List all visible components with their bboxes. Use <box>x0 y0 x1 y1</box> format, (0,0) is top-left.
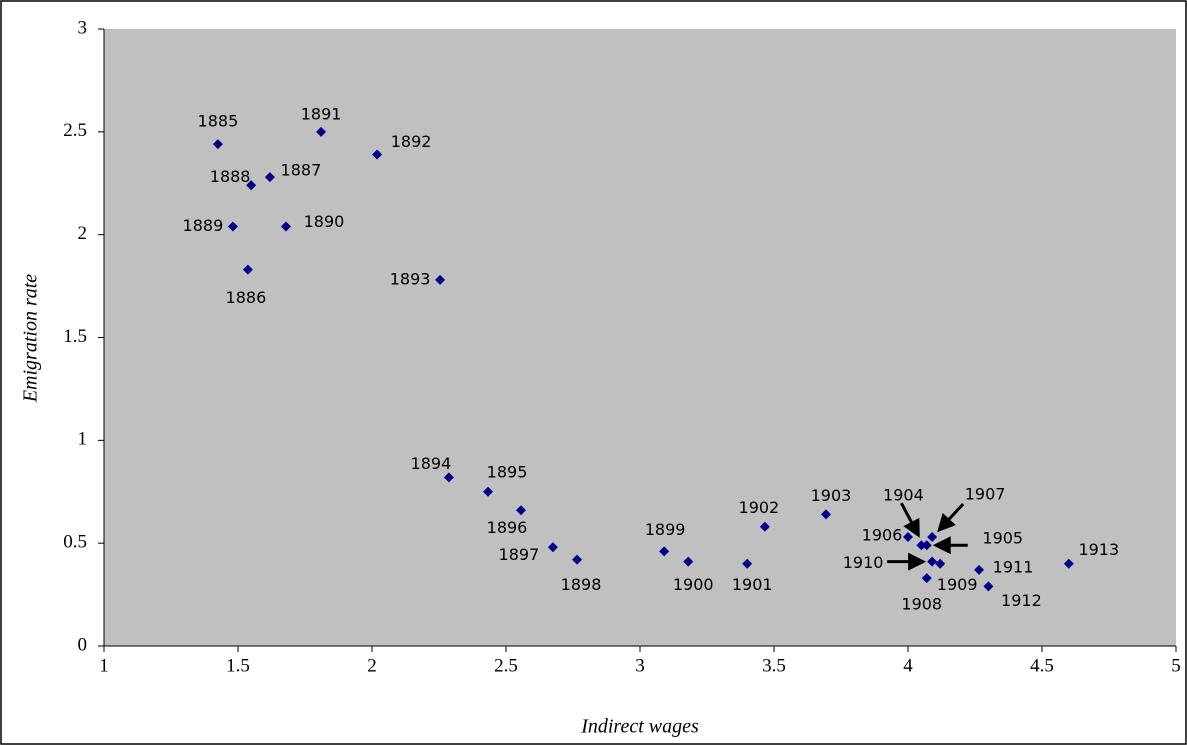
data-label: 1903 <box>811 486 852 505</box>
x-tick-label: 3.5 <box>762 655 786 676</box>
x-tick-label: 1 <box>99 655 109 676</box>
x-tick-label: 5 <box>1171 655 1181 676</box>
y-tick-label: 0 <box>78 634 88 655</box>
point <box>483 486 494 497</box>
point <box>935 558 946 569</box>
arrow <box>900 502 920 538</box>
point <box>516 505 527 516</box>
point <box>742 558 753 569</box>
y-tick-label: 2 <box>78 223 88 244</box>
y-tick-label: 2.5 <box>63 120 87 141</box>
point <box>927 556 938 567</box>
x-tick-label: 4.5 <box>1030 655 1054 676</box>
data-label: 1912 <box>1001 591 1042 610</box>
y-tick-label: 1.5 <box>63 326 87 347</box>
data-label: 1889 <box>183 216 224 235</box>
data-label: 1893 <box>390 269 431 288</box>
data-label: 1910 <box>843 553 884 572</box>
arrow <box>937 502 965 533</box>
point <box>759 521 770 532</box>
data-label: 1905 <box>982 529 1023 548</box>
point <box>927 531 938 542</box>
x-tick-label: 4 <box>903 655 913 676</box>
point <box>983 581 994 592</box>
data-label: 1891 <box>301 104 342 123</box>
x-tick-label: 3 <box>635 655 645 676</box>
data-label: 1896 <box>487 518 528 537</box>
x-tick-label: 2 <box>367 655 377 676</box>
point <box>372 149 383 160</box>
point <box>547 542 558 553</box>
data-label: 1904 <box>883 486 924 505</box>
data-label: 1897 <box>499 545 540 564</box>
point <box>683 556 694 567</box>
point <box>916 540 927 551</box>
point <box>903 531 913 542</box>
data-label: 1909 <box>937 575 978 594</box>
x-axis-title: Indirect wages <box>580 716 699 738</box>
point <box>435 274 446 285</box>
data-label: 1898 <box>561 575 602 594</box>
data-label: 1911 <box>993 557 1034 576</box>
data-label: 1894 <box>411 454 452 473</box>
point <box>280 221 291 232</box>
data-label: 1900 <box>673 575 714 594</box>
data-label: 1890 <box>304 212 345 231</box>
point <box>246 180 257 191</box>
data-label: 1913 <box>1078 540 1119 559</box>
x-tick-label: 2.5 <box>494 655 518 676</box>
plot-area <box>104 29 1176 646</box>
point <box>974 564 985 575</box>
point <box>227 221 238 232</box>
data-label: 1895 <box>487 462 528 481</box>
point <box>316 126 327 137</box>
y-tick-label: 0.5 <box>63 532 87 553</box>
point <box>572 554 583 565</box>
data-label: 1886 <box>226 288 267 307</box>
x-tick-label: 1.5 <box>226 655 250 676</box>
point <box>921 540 932 551</box>
point <box>443 472 454 483</box>
point <box>1063 558 1074 569</box>
point <box>820 509 831 520</box>
data-label: 1902 <box>739 498 780 517</box>
data-label: 1892 <box>391 132 432 151</box>
point <box>242 264 253 275</box>
y-tick-label: 3 <box>78 17 88 38</box>
y-tick-label: 1 <box>78 429 88 450</box>
data-label: 1885 <box>198 112 239 131</box>
data-label: 1888 <box>210 167 251 186</box>
point <box>212 139 223 150</box>
point <box>659 546 670 557</box>
data-label: 1899 <box>645 520 686 539</box>
point <box>264 172 275 183</box>
data-label: 1906 <box>862 525 903 544</box>
data-label: 1887 <box>281 161 322 180</box>
y-axis-title: Emigration rate <box>20 274 42 403</box>
point <box>921 573 932 584</box>
data-label: 1907 <box>965 484 1006 503</box>
data-label: 1901 <box>732 575 773 594</box>
data-label: 1908 <box>901 595 942 614</box>
